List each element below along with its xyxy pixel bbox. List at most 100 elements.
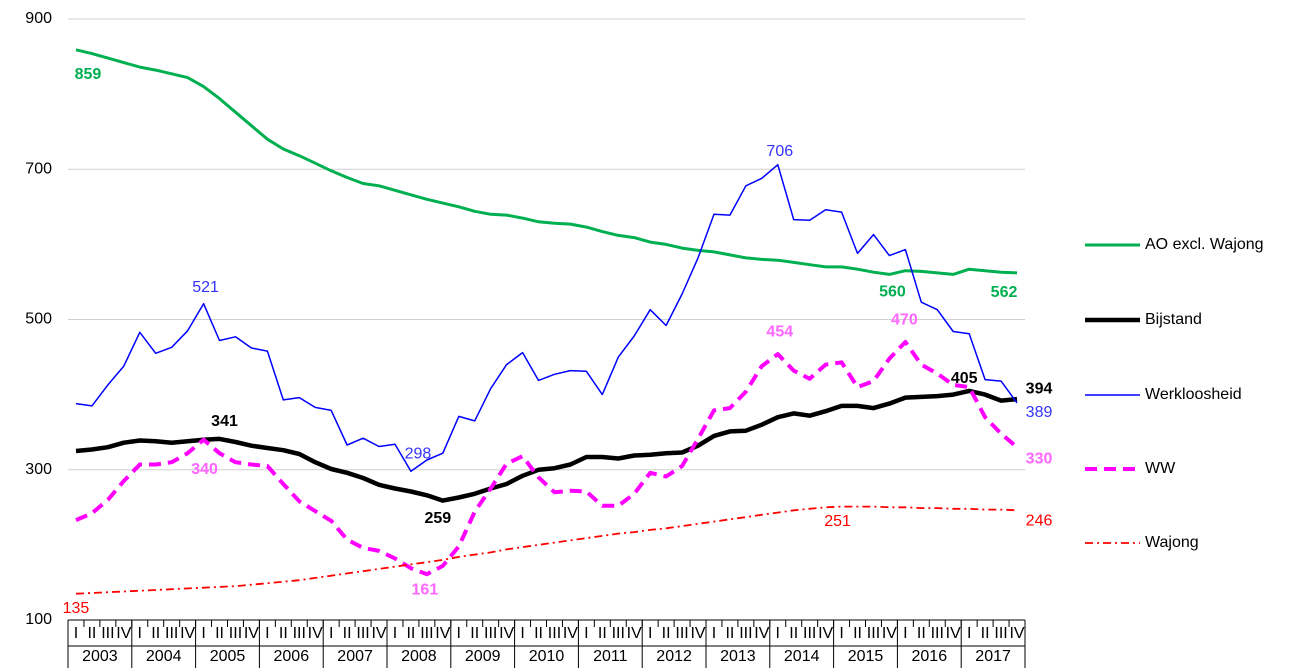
x-tick-label: III [484, 625, 497, 642]
year-label: 2017 [975, 648, 1011, 665]
data-label: 389 [1026, 404, 1053, 421]
x-tick-label: II [917, 625, 926, 642]
legend-label: AO excl. Wajong [1145, 236, 1264, 253]
legend-label: WW [1145, 460, 1176, 477]
x-tick-label: II [151, 625, 160, 642]
x-tick-label: II [406, 625, 415, 642]
x-tick-label: I [201, 625, 205, 642]
x-tick-label: I [648, 625, 652, 642]
year-label: 2014 [784, 648, 820, 665]
x-tick-label: IV [882, 625, 897, 642]
year-label: 2005 [210, 648, 246, 665]
x-tick-label: III [994, 625, 1007, 642]
x-tick-label: III [548, 625, 561, 642]
x-tick-label: III [931, 625, 944, 642]
x-tick-label: II [534, 625, 543, 642]
year-label: 2012 [656, 648, 692, 665]
x-tick-label: IV [563, 625, 578, 642]
series-line [75, 163, 1018, 473]
x-tick-label: I [265, 625, 269, 642]
x-tick-label: II [598, 625, 607, 642]
x-tick-label: IV [946, 625, 961, 642]
x-tick-label: IV [818, 625, 833, 642]
x-tick-label: IV [244, 625, 259, 642]
data-label: 562 [991, 284, 1018, 301]
year-label: 2013 [720, 648, 756, 665]
x-tick-label: IV [116, 625, 131, 642]
data-label: 859 [75, 66, 102, 83]
x-tick-label: III [420, 625, 433, 642]
x-tick-label: II [470, 625, 479, 642]
data-label: 454 [766, 323, 793, 340]
x-tick-label: IV [690, 625, 705, 642]
x-tick-label: III [867, 625, 880, 642]
year-label: 2003 [82, 648, 118, 665]
x-tick-label: I [776, 625, 780, 642]
x-tick-label: IV [180, 625, 195, 642]
x-tick-label: IV [499, 625, 514, 642]
data-label: 135 [63, 600, 90, 617]
data-label: 470 [891, 311, 918, 328]
data-label: 521 [192, 279, 219, 296]
x-tick-label: IV [627, 625, 642, 642]
year-label: 2011 [593, 648, 628, 665]
data-label: 394 [1026, 380, 1053, 397]
year-label: 2009 [465, 648, 501, 665]
x-tick-label: I [138, 625, 142, 642]
year-label: 2004 [146, 648, 182, 665]
year-label: 2010 [529, 648, 565, 665]
x-tick-label: III [739, 625, 752, 642]
legend-label: Wajong [1145, 534, 1199, 551]
y-tick-label: 300 [25, 461, 52, 478]
data-label: 706 [766, 143, 793, 160]
x-tick-label: III [101, 625, 114, 642]
x-tick-label: II [725, 625, 734, 642]
year-label: 2015 [848, 648, 884, 665]
x-tick-label: I [967, 625, 971, 642]
y-tick-label: 500 [25, 311, 52, 328]
x-tick-label: IV [1009, 625, 1024, 642]
legend-label: Bijstand [1145, 311, 1202, 328]
x-tick-label: I [329, 625, 333, 642]
data-label: 259 [424, 510, 451, 527]
x-tick-label: II [343, 625, 352, 642]
data-label: 246 [1026, 513, 1053, 530]
series-line [75, 388, 1018, 503]
y-tick-label: 100 [25, 611, 52, 628]
x-tick-label: III [675, 625, 688, 642]
y-tick-label: 900 [25, 10, 52, 27]
data-label: 161 [412, 581, 439, 598]
data-label: 251 [824, 513, 851, 530]
x-tick-label: II [279, 625, 288, 642]
year-label: 2008 [401, 648, 437, 665]
data-label: 405 [951, 370, 978, 387]
x-tick-label: III [165, 625, 178, 642]
year-label: 2007 [337, 648, 373, 665]
data-label: 560 [879, 284, 906, 301]
x-tick-label: I [712, 625, 716, 642]
series-line [75, 48, 1018, 276]
x-tick-label: II [789, 625, 798, 642]
x-tick-label: II [662, 625, 671, 642]
series-line [75, 505, 1018, 595]
x-tick-label: II [853, 625, 862, 642]
x-tick-label: I [74, 625, 78, 642]
data-label: 341 [211, 413, 238, 430]
x-tick-label: III [229, 625, 242, 642]
x-tick-label: II [981, 625, 990, 642]
year-label: 2016 [912, 648, 948, 665]
x-tick-label: II [215, 625, 224, 642]
x-tick-label: I [393, 625, 397, 642]
x-tick-label: IV [435, 625, 450, 642]
series-line [75, 340, 1019, 577]
x-tick-label: I [457, 625, 461, 642]
x-tick-label: I [584, 625, 588, 642]
x-tick-label: IV [308, 625, 323, 642]
year-label: 2006 [274, 648, 310, 665]
legend-label: Werkloosheid [1145, 386, 1242, 403]
x-tick-label: III [612, 625, 625, 642]
x-tick-label: III [356, 625, 369, 642]
x-tick-label: I [903, 625, 907, 642]
x-tick-label: II [87, 625, 96, 642]
